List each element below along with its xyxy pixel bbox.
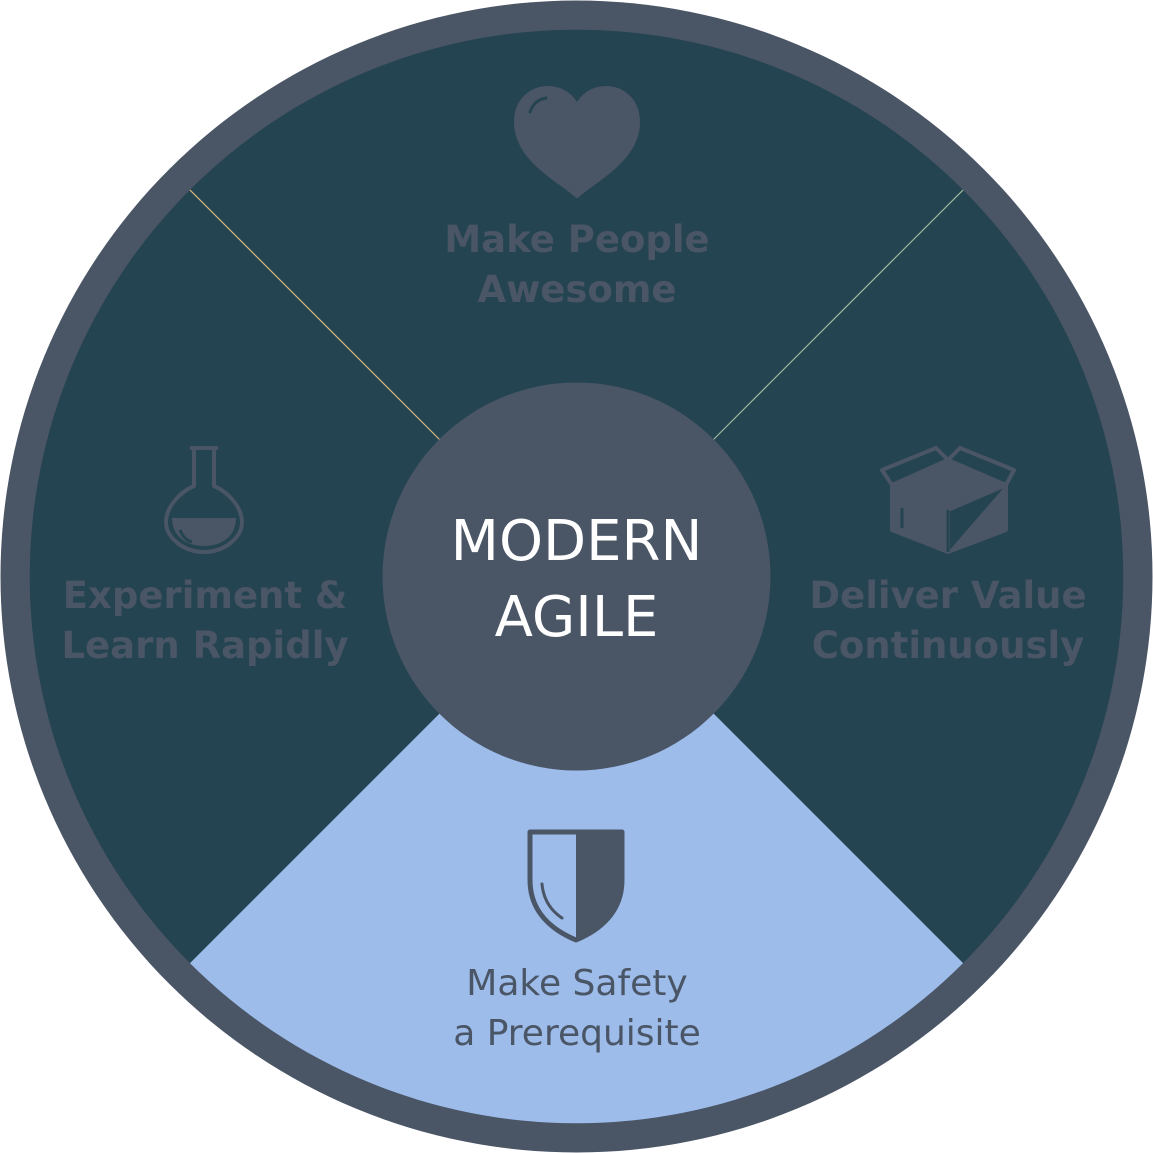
segment-left-label-line2: Learn Rapidly — [61, 624, 348, 667]
heart-icon — [514, 86, 640, 198]
segment-left-label-line1: Experiment & — [63, 574, 347, 617]
hub-circle — [382, 382, 771, 771]
segment-bottom-label-line2: a Prerequisite — [453, 1013, 701, 1054]
segment-bottom-label-line1: Make Safety — [466, 963, 687, 1004]
segment-top-label-line1: Make People — [444, 218, 709, 261]
hub-title-line1: MODERN — [451, 509, 703, 574]
shield-icon — [527, 829, 625, 943]
segment-right-label-line1: Deliver Value — [809, 574, 1086, 617]
segment-right — [576, 189, 1124, 964]
segment-top-label-line2: Awesome — [477, 268, 676, 311]
divider-top-right — [712, 189, 964, 441]
hub-title-line2: AGILE — [495, 585, 659, 650]
divider-top-left — [189, 189, 441, 441]
segment-right-label-line2: Continuously — [812, 624, 1085, 667]
segment-left — [29, 189, 577, 964]
box-icon — [880, 446, 1016, 554]
segment-top — [189, 29, 964, 577]
flask-icon — [164, 446, 244, 554]
